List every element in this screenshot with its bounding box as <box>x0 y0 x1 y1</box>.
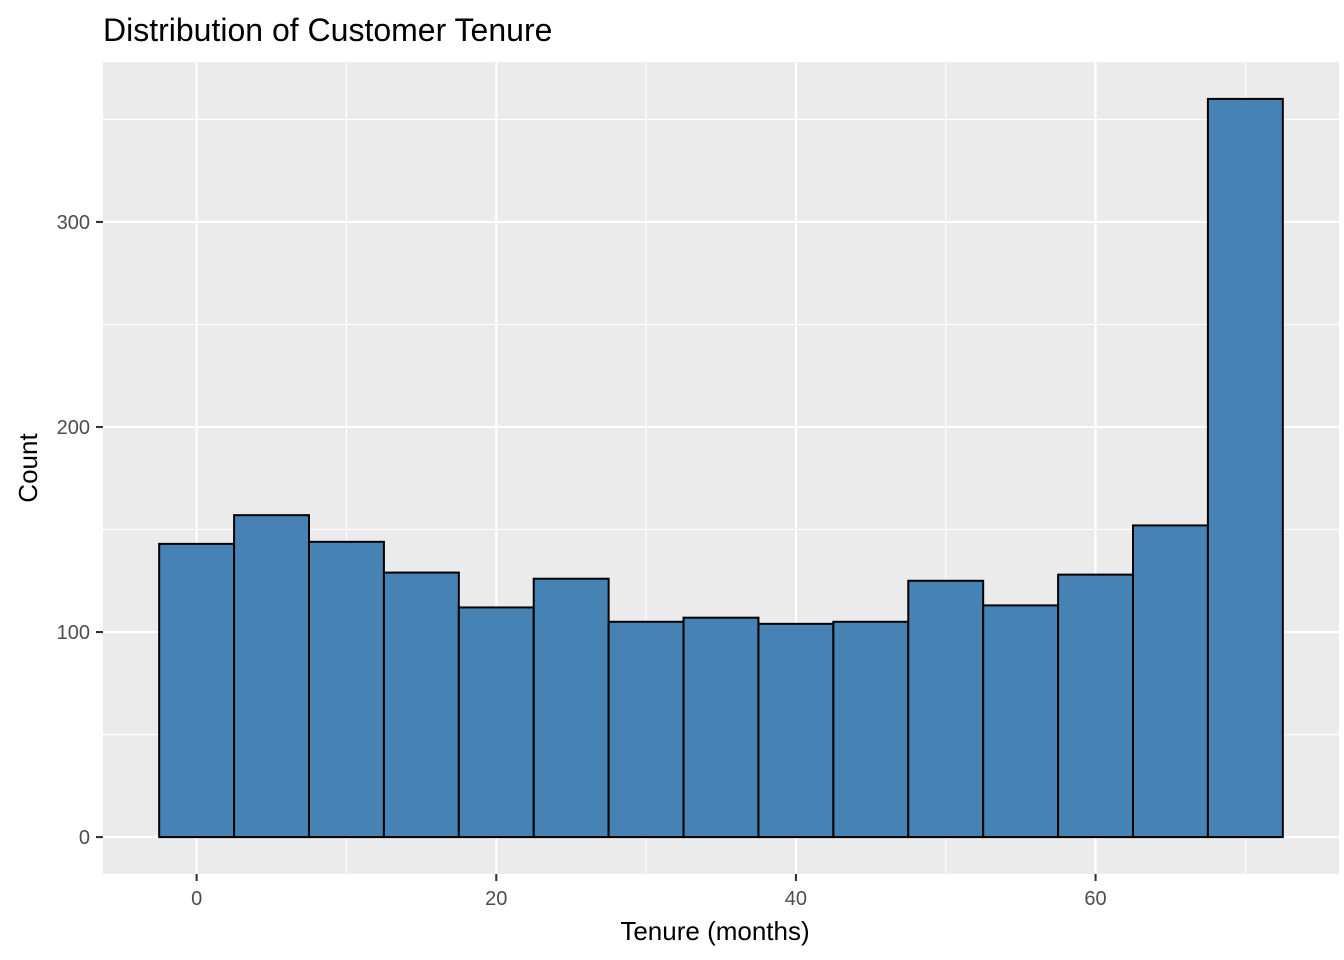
x-tick-label: 60 <box>1084 888 1106 910</box>
histogram-bar <box>607 620 685 839</box>
histogram-bar <box>907 579 985 839</box>
x-tick-label: 20 <box>485 888 507 910</box>
histogram-bar <box>382 571 460 839</box>
y-tick-label: 100 <box>57 622 90 644</box>
chart-title: Distribution of Customer Tenure <box>103 12 552 48</box>
histogram-bar <box>233 514 310 839</box>
x-axis: 0 20 40 60 <box>191 874 1107 910</box>
y-tick-label: 300 <box>57 212 90 234</box>
histogram-bar <box>1206 97 1284 839</box>
y-tick-label: 200 <box>57 417 90 439</box>
histogram-bar <box>308 540 385 839</box>
histogram-bar <box>982 604 1060 839</box>
y-axis-title: Count <box>13 433 43 503</box>
histogram-bar <box>158 542 236 839</box>
histogram-bars <box>158 97 1284 839</box>
histogram-bar <box>832 620 910 839</box>
x-tick-label: 40 <box>785 888 807 910</box>
histogram-bar <box>532 577 610 839</box>
x-tick-label: 0 <box>191 888 202 910</box>
y-axis: 0 100 200 300 <box>57 212 103 849</box>
histogram-bar <box>1057 573 1135 839</box>
histogram-bar <box>757 622 835 839</box>
histogram-bar <box>1132 524 1209 839</box>
histogram-bar <box>682 616 760 839</box>
x-axis-title: Tenure (months) <box>620 916 809 946</box>
y-tick-label: 0 <box>79 827 90 849</box>
histogram-bar <box>457 606 535 839</box>
